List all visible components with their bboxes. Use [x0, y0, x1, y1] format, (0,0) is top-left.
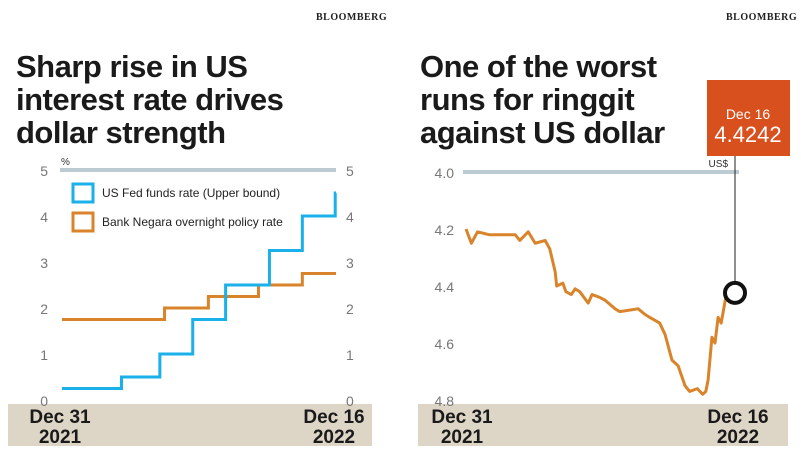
x-tick: Dec 16 [707, 407, 768, 428]
callout-box [707, 80, 790, 156]
y-tick: 4.4 [435, 279, 455, 295]
last-point-marker [723, 280, 747, 305]
x-tick: Dec 16 [303, 407, 364, 428]
y-tick: 4.0 [435, 165, 455, 181]
y-tick-right: 1 [346, 347, 354, 363]
y-tick: 4.6 [435, 336, 455, 352]
x-tick: Dec 31 [431, 407, 493, 428]
y-tick-right: 3 [346, 255, 354, 271]
y-tick-left: 3 [40, 255, 48, 271]
chart-title-right: One of the worst runs for ringgit agains… [420, 49, 665, 150]
y-tick-left: 1 [40, 347, 48, 363]
y-tick-left: 4 [40, 209, 48, 225]
y-tick: 4.8 [435, 393, 455, 409]
callout-date: Dec 16 [726, 106, 771, 122]
ringgit-line [464, 228, 737, 396]
callout-value: 4.4242 [714, 122, 781, 147]
y-tick-left: 2 [40, 301, 48, 317]
y-tick-right: 2 [346, 301, 354, 317]
legend-swatch [71, 182, 95, 204]
legend-label: US Fed funds rate (Upper bound) [102, 186, 280, 200]
source-right: BLOOMBERG [726, 12, 798, 23]
x-axis-band [8, 404, 372, 446]
y-tick-left: 5 [40, 163, 48, 179]
legend-swatch [71, 211, 95, 233]
x-tick: Dec 31 [29, 407, 91, 428]
x-tick-year: 2021 [39, 427, 82, 448]
chart-title-left: Sharp rise in US interest rate drives do… [16, 49, 284, 150]
x-tick-year: 2021 [441, 427, 484, 448]
legend-label: Bank Negara overnight policy rate [102, 215, 283, 229]
y-tick-right: 0 [346, 393, 354, 409]
y-unit-label: % [61, 157, 70, 168]
y-unit-label: US$ [709, 159, 729, 170]
x-axis-band [418, 404, 788, 446]
y-tick: 4.2 [435, 222, 455, 238]
x-tick-year: 2022 [313, 427, 355, 448]
y-tick-right: 5 [346, 163, 354, 179]
series-line [62, 191, 337, 390]
source-left: BLOOMBERG [316, 12, 388, 23]
y-tick-left: 0 [40, 393, 48, 409]
x-tick-year: 2022 [717, 427, 759, 448]
y-tick-right: 4 [346, 209, 354, 225]
series-line [62, 272, 336, 321]
